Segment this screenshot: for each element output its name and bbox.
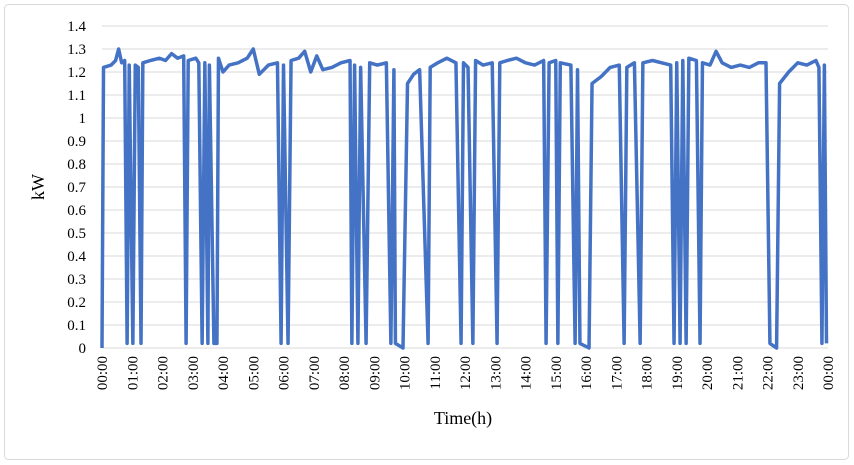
y-tick-label: 0.1 xyxy=(67,318,86,334)
y-tick-label: 0.6 xyxy=(67,203,86,219)
x-tick-label: 17:00 xyxy=(609,356,625,390)
x-tick-label: 01:00 xyxy=(125,356,141,390)
data-line xyxy=(100,47,829,350)
y-tick-label: 1.1 xyxy=(67,88,86,104)
y-tick-label: 0 xyxy=(79,341,87,357)
x-tick-label: 06:00 xyxy=(277,356,293,390)
x-tick-label: 11:00 xyxy=(428,356,444,390)
x-tick-label: 12:00 xyxy=(458,356,474,390)
y-tick-label: 0.9 xyxy=(67,134,86,150)
y-tick-label: 1.2 xyxy=(67,65,86,81)
y-tick-label: 1.4 xyxy=(67,19,86,35)
x-tick-label: 10:00 xyxy=(398,356,414,390)
x-tick-label: 02:00 xyxy=(156,356,172,390)
x-tick-label: 18:00 xyxy=(640,356,656,390)
x-tick-label: 15:00 xyxy=(549,356,565,390)
y-tick-label: 1.3 xyxy=(67,42,86,58)
x-tick-label: 03:00 xyxy=(186,356,202,390)
x-tick-label: 14:00 xyxy=(519,356,535,390)
x-tick-label: 07:00 xyxy=(307,356,323,390)
x-tick-label: 22:00 xyxy=(761,356,777,390)
x-tick-label: 05:00 xyxy=(246,356,262,390)
x-tick-label: 21:00 xyxy=(730,356,746,390)
x-tick-label: 20:00 xyxy=(700,356,716,390)
y-tick-label: 1 xyxy=(79,111,87,127)
y-axis-label: kW xyxy=(28,174,48,200)
y-tick-label: 0.5 xyxy=(67,226,86,242)
x-tick-label: 19:00 xyxy=(670,356,686,390)
y-tick-label: 0.8 xyxy=(67,157,86,173)
y-tick-label: 0.4 xyxy=(67,249,86,265)
x-tick-label: 04:00 xyxy=(216,356,232,390)
x-axis-label: Time(h) xyxy=(434,408,492,429)
x-tick-label: 08:00 xyxy=(337,356,353,390)
y-tick-label: 0.7 xyxy=(67,180,86,196)
y-tick-label: 0.3 xyxy=(67,272,86,288)
x-tick-label: 16:00 xyxy=(579,356,595,390)
x-tick-label: 00:00 xyxy=(821,356,837,390)
x-tick-label: 13:00 xyxy=(488,356,504,390)
x-tick-label: 23:00 xyxy=(791,356,807,390)
y-tick-label: 0.2 xyxy=(67,295,86,311)
x-tick-label: 00:00 xyxy=(95,356,111,390)
x-tick-label: 09:00 xyxy=(367,356,383,390)
